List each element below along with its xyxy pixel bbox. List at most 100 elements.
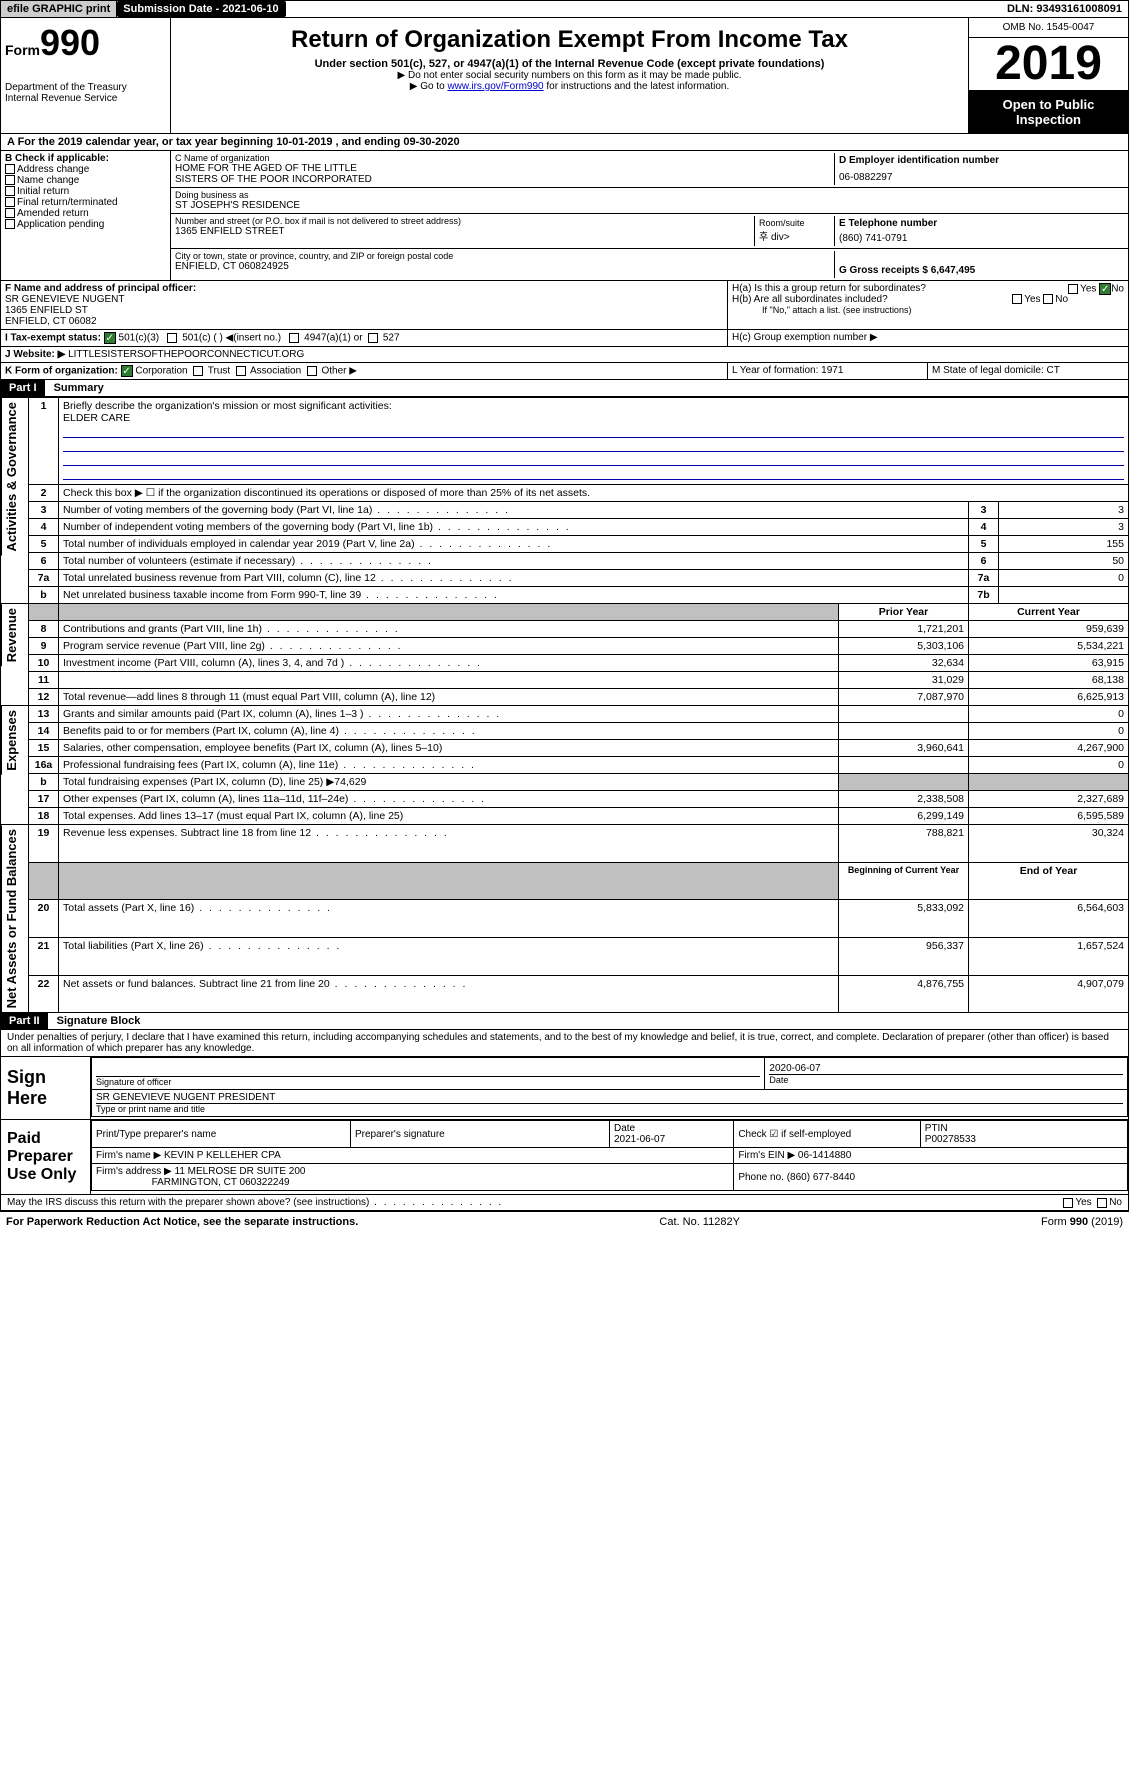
box-hc: H(c) Group exemption number ▶ [728,330,1128,346]
tax-year: 2019 [969,38,1128,91]
gross-receipts: G Gross receipts $ 6,647,495 [839,253,1120,276]
box-l: L Year of formation: 1971 [728,363,928,379]
street-value: 1365 ENFIELD STREET [175,226,754,237]
line4: Number of independent voting members of … [59,519,969,536]
line16b: Total fundraising expenses (Part IX, col… [59,774,839,791]
sig-officer-label: Signature of officer [96,1076,760,1087]
box-i: I Tax-exempt status: ✓ 501(c)(3) 501(c) … [1,330,728,346]
hb-note: If "No," attach a list. (see instruction… [732,305,1124,315]
form-title: Return of Organization Exempt From Incom… [175,26,964,54]
prep-sig-col: Preparer's signature [351,1121,610,1148]
chk-name[interactable]: Name change [5,175,166,186]
note2-prefix: ▶ Go to [410,81,448,92]
side-netassets: Net Assets or Fund Balances [1,825,21,1012]
footer-mid: Cat. No. 11282Y [659,1216,740,1228]
officer-name-label: Type or print name and title [96,1103,1123,1114]
summary-table: Activities & Governance 1 Briefly descri… [0,397,1129,1013]
instructions-link[interactable]: www.irs.gov/Form990 [447,81,543,92]
side-revenue: Revenue [1,604,21,666]
sign-here-label: Sign Here [1,1057,91,1119]
page-footer: For Paperwork Reduction Act Notice, see … [0,1211,1129,1232]
top-bar: efile GRAPHIC print Submission Date - 20… [0,0,1129,18]
chk-pending[interactable]: Application pending [5,219,166,230]
line18: Total expenses. Add lines 13–17 (must eq… [59,808,839,825]
box-f: F Name and address of principal officer:… [1,281,728,329]
dba-value: ST JOSEPH'S RESIDENCE [175,200,834,211]
line2: Check this box ▶ ☐ if the organization d… [59,485,1129,502]
discuss-yes[interactable]: Yes [1063,1197,1091,1208]
form-label: Form [5,42,40,58]
paid-preparer-label: Paid Preparer Use Only [1,1120,91,1194]
org-name2: SISTERS OF THE POOR INCORPORATED [175,174,834,185]
omb-number: OMB No. 1545-0047 [969,18,1128,38]
box-c-d: C Name of organization HOME FOR THE AGED… [171,151,1128,280]
chk-501c3-icon: ✓ [104,332,116,344]
declaration: Under penalties of perjury, I declare th… [0,1030,1129,1057]
line12: Total revenue—add lines 8 through 11 (mu… [59,689,839,706]
box-b-header: B Check if applicable: [5,153,166,164]
header-left: Form990 Department of the Treasury Inter… [1,18,171,133]
officer-addr2: ENFIELD, CT 06082 [5,316,723,327]
submission-date-btn[interactable]: Submission Date - 2021-06-10 [117,1,285,17]
col-prior: Prior Year [839,604,969,621]
side-governance: Activities & Governance [1,398,21,556]
dba-label: Doing business as [175,190,834,200]
identity-block: B Check if applicable: Address change Na… [0,151,1129,281]
line16a: Professional fundraising fees (Part IX, … [59,757,839,774]
city-value: ENFIELD, CT 060824925 [175,261,834,272]
city-label: City or town, state or province, country… [175,251,834,261]
website-value: LITTLESISTERSOFTHEPOORCONNECTICUT.ORG [68,349,304,360]
chk-final[interactable]: Final return/terminated [5,197,166,208]
line6: Total number of volunteers (estimate if … [59,553,969,570]
header-right: OMB No. 1545-0047 2019 Open to Public In… [968,18,1128,133]
box-f-label: F Name and address of principal officer: [5,283,723,294]
part2-bar: Part II [1,1013,48,1029]
line19: Revenue less expenses. Subtract line 18 … [59,825,839,863]
col-end: End of Year [969,862,1129,900]
line9: Program service revenue (Part VIII, line… [59,638,839,655]
footer-left: For Paperwork Reduction Act Notice, see … [6,1216,358,1228]
i-hc-block: I Tax-exempt status: ✓ 501(c)(3) 501(c) … [0,330,1129,347]
dept-label: Department of the Treasury Internal Reve… [5,82,166,104]
ein-label: D Employer identification number [839,155,1120,166]
col-beg: Beginning of Current Year [839,862,969,900]
col-current: Current Year [969,604,1129,621]
line10: Investment income (Part VIII, column (A)… [59,655,839,672]
line21: Total liabilities (Part X, line 26) [59,938,839,976]
side-expenses: Expenses [1,706,21,775]
officer-name: SR GENEVIEVE NUGENT [5,294,723,305]
subtitle: Under section 501(c), 527, or 4947(a)(1)… [175,58,964,70]
discuss-row: May the IRS discuss this return with the… [0,1195,1129,1211]
chk-initial[interactable]: Initial return [5,186,166,197]
line1: Briefly describe the organization's miss… [59,398,1129,485]
part2-header: Part II Signature Block [0,1013,1129,1030]
prep-check-col[interactable]: Check ☑ if self-employed [734,1121,920,1148]
f-h-block: F Name and address of principal officer:… [0,281,1129,330]
line11 [59,672,839,689]
part1-title: Summary [48,380,110,396]
room-label: Room/suite [759,218,830,228]
prep-name-col: Print/Type preparer's name [92,1121,351,1148]
form-header: Form990 Department of the Treasury Inter… [0,18,1129,134]
dln-label: DLN: 93493161008091 [1001,1,1128,17]
line7b: Net unrelated business taxable income fr… [59,587,969,604]
org-name1: HOME FOR THE AGED OF THE LITTLE [175,163,834,174]
officer-addr1: 1365 ENFIELD ST [5,305,723,316]
ha-row: H(a) Is this a group return for subordin… [732,283,1124,294]
note1: ▶ Do not enter social security numbers o… [175,70,964,81]
line17: Other expenses (Part IX, column (A), lin… [59,791,839,808]
sig-date: 2020-06-07 [769,1063,1123,1074]
hb-row: H(b) Are all subordinates included? Yes … [732,294,1124,305]
topbar-spacer [286,7,1001,11]
phone-label: E Telephone number [839,218,1120,229]
part1-header: Part I Summary [0,380,1129,397]
note2: ▶ Go to www.irs.gov/Form990 for instruct… [175,81,964,92]
line5: Total number of individuals employed in … [59,536,969,553]
chk-address[interactable]: Address change [5,164,166,175]
footer-right: Form 990 (2019) [1041,1216,1123,1228]
discuss-no[interactable]: No [1097,1197,1122,1208]
box-h: H(a) Is this a group return for subordin… [728,281,1128,329]
chk-amended[interactable]: Amended return [5,208,166,219]
signature-block: Sign Here Signature of officer 2020-06-0… [0,1057,1129,1120]
street-label: Number and street (or P.O. box if mail i… [175,216,754,226]
